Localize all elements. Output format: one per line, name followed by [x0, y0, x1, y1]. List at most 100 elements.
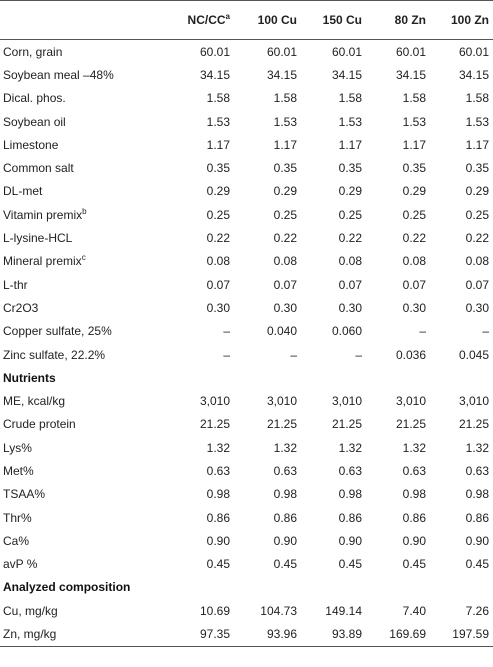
- column-header: NC/CCa: [165, 1, 234, 40]
- column-header-label: NC/CC: [188, 13, 226, 27]
- row-label: Corn, grain: [0, 40, 165, 64]
- row-label: Soybean meal –48%: [0, 63, 165, 86]
- value-cell: 1.32: [234, 436, 301, 459]
- row-label: Cr2O3: [0, 296, 165, 319]
- value-cell: 34.15: [301, 63, 366, 86]
- value-cell: 21.25: [430, 413, 493, 436]
- value-cell: 0.29: [366, 180, 430, 203]
- value-cell: 0.35: [234, 156, 301, 179]
- column-header: 80 Zn: [366, 1, 430, 40]
- diet-composition-table: NC/CCa 100 Cu 150 Cu 80 Zn 100 Zn Corn, grai…: [0, 0, 493, 647]
- row-label-text: Soybean meal –48%: [3, 68, 114, 82]
- value-cell: 0.98: [366, 483, 430, 506]
- row-label-text: Crude protein: [3, 417, 76, 431]
- value-cell: –: [366, 320, 430, 343]
- table-row: Met% 0.63 0.63 0.63 0.63 0.63: [0, 459, 493, 482]
- value-cell: 0.07: [430, 273, 493, 296]
- row-label-text: L-lysine-HCL: [3, 231, 72, 245]
- value-cell: 60.01: [301, 40, 366, 64]
- table-row: L-thr 0.07 0.07 0.07 0.07 0.07: [0, 273, 493, 296]
- value-cell: 1.53: [234, 110, 301, 133]
- value-cell: 1.58: [430, 87, 493, 110]
- row-label: Limestone: [0, 133, 165, 156]
- row-label: Dical. phos.: [0, 87, 165, 110]
- value-cell: 1.53: [165, 110, 234, 133]
- table-row: Mineral premixc 0.08 0.08 0.08 0.08 0.08: [0, 250, 493, 273]
- value-cell: 0.25: [430, 203, 493, 226]
- value-cell: 0.25: [234, 203, 301, 226]
- value-cell: 97.35: [165, 622, 234, 646]
- value-cell: 0.98: [234, 483, 301, 506]
- table-row: Corn, grain 60.01 60.01 60.01 60.01 60.01: [0, 40, 493, 64]
- value-cell: 7.40: [366, 599, 430, 622]
- row-label-text: Zinc sulfate, 22.2%: [3, 348, 105, 362]
- row-label: Zinc sulfate, 22.2%: [0, 343, 165, 366]
- row-label: L-lysine-HCL: [0, 226, 165, 249]
- row-label: Ca%: [0, 529, 165, 552]
- row-label-text: Lys%: [3, 441, 32, 455]
- table-row: Soybean meal –48% 34.15 34.15 34.15 34.15 34.…: [0, 63, 493, 86]
- column-header-label: 150 Cu: [323, 13, 362, 27]
- value-cell: 3,010: [366, 389, 430, 412]
- value-cell: 60.01: [234, 40, 301, 64]
- value-cell: 0.07: [165, 273, 234, 296]
- table-row: Copper sulfate, 25% – 0.040 0.060 – –: [0, 320, 493, 343]
- value-cell: 0.22: [165, 226, 234, 249]
- row-label-text: Corn, grain: [3, 45, 62, 59]
- value-cell: 0.63: [366, 459, 430, 482]
- row-label-text: ME, kcal/kg: [3, 394, 65, 408]
- table-row: Cr2O3 0.30 0.30 0.30 0.30 0.30: [0, 296, 493, 319]
- row-label-text: TSAA%: [3, 487, 45, 501]
- value-cell: 0.22: [366, 226, 430, 249]
- value-cell: 0.45: [301, 553, 366, 576]
- value-cell: 0.040: [234, 320, 301, 343]
- value-cell: 0.30: [301, 296, 366, 319]
- value-cell: 0.30: [366, 296, 430, 319]
- value-cell: 1.17: [234, 133, 301, 156]
- value-cell: 1.58: [301, 87, 366, 110]
- table-row: Crude protein 21.25 21.25 21.25 21.25 21.25: [0, 413, 493, 436]
- row-label: Cu, mg/kg: [0, 599, 165, 622]
- value-cell: 1.53: [301, 110, 366, 133]
- value-cell: 0.30: [430, 296, 493, 319]
- row-label-text: Cr2O3: [3, 301, 38, 315]
- value-cell: 1.58: [234, 87, 301, 110]
- table-row: Thr% 0.86 0.86 0.86 0.86 0.86: [0, 506, 493, 529]
- value-cell: 0.45: [234, 553, 301, 576]
- value-cell: 21.25: [234, 413, 301, 436]
- value-cell: 0.90: [366, 529, 430, 552]
- value-cell: 3,010: [234, 389, 301, 412]
- value-cell: 0.86: [301, 506, 366, 529]
- row-label-text: Mineral premix: [3, 254, 82, 268]
- value-cell: 0.98: [430, 483, 493, 506]
- value-cell: –: [165, 320, 234, 343]
- table-row: Lys% 1.32 1.32 1.32 1.32 1.32: [0, 436, 493, 459]
- value-cell: 60.01: [165, 40, 234, 64]
- value-cell: 0.08: [165, 250, 234, 273]
- value-cell: 1.32: [301, 436, 366, 459]
- table-row: Zinc sulfate, 22.2% – – – 0.036 0.045: [0, 343, 493, 366]
- value-cell: 0.86: [430, 506, 493, 529]
- row-label-text: Ca%: [3, 534, 29, 548]
- row-label: L-thr: [0, 273, 165, 296]
- row-label: Copper sulfate, 25%: [0, 320, 165, 343]
- value-cell: 34.15: [430, 63, 493, 86]
- row-label-text: L-thr: [3, 278, 28, 292]
- row-label: Common salt: [0, 156, 165, 179]
- column-header-label: 80 Zn: [395, 13, 426, 27]
- value-cell: 21.25: [366, 413, 430, 436]
- value-cell: 0.98: [301, 483, 366, 506]
- row-label: Soybean oil: [0, 110, 165, 133]
- value-cell: 0.045: [430, 343, 493, 366]
- value-cell: 0.90: [301, 529, 366, 552]
- table-row: Zn, mg/kg 97.35 93.96 93.89 169.69 197.59: [0, 622, 493, 646]
- value-cell: 0.45: [165, 553, 234, 576]
- value-cell: 34.15: [366, 63, 430, 86]
- table-row: Limestone 1.17 1.17 1.17 1.17 1.17: [0, 133, 493, 156]
- value-cell: 0.08: [366, 250, 430, 273]
- value-cell: 1.53: [430, 110, 493, 133]
- value-cell: 0.45: [430, 553, 493, 576]
- value-cell: 0.29: [234, 180, 301, 203]
- value-cell: 104.73: [234, 599, 301, 622]
- row-label-text: avP %: [3, 557, 37, 571]
